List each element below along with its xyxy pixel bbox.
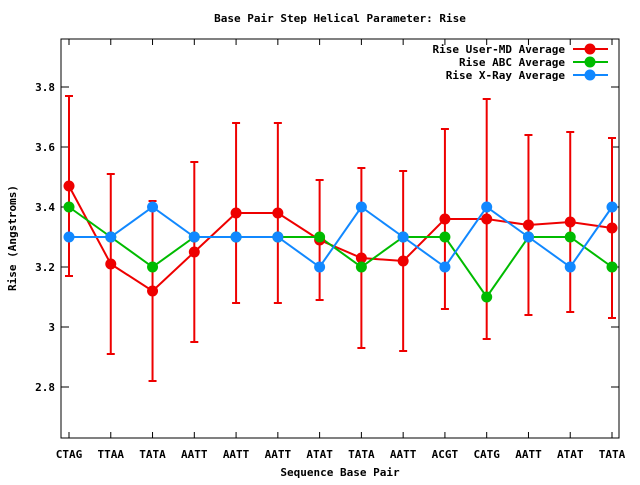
series-line-1	[68, 185, 613, 293]
y-tick-label: 3.4	[35, 201, 55, 214]
data-point-series-3	[272, 231, 284, 243]
plot-frame	[60, 38, 620, 439]
data-point-series-3	[230, 231, 242, 243]
chart-title: Base Pair Step Helical Parameter: Rise	[214, 12, 466, 25]
plot-area: 2.8 3 3.2 3.4 3.6 3.8 CTAG TTAA TATA AATT AATT AATT…	[35, 38, 626, 461]
data-point-series-3	[63, 231, 75, 243]
legend-label-1: Rise User-MD Average	[433, 43, 566, 56]
x-tick-label: CTAG	[56, 448, 83, 461]
legend-marker-3	[584, 69, 596, 81]
data-point-series-2	[63, 201, 75, 213]
data-point-series-2	[481, 291, 493, 303]
data-point-series-3	[188, 231, 200, 243]
x-tick-label: AATT	[390, 448, 417, 461]
y-axis-label: Rise (Angstroms)	[6, 185, 19, 291]
data-point-series-1	[522, 219, 534, 231]
data-point-series-3	[355, 201, 367, 213]
data-point-series-1	[397, 255, 409, 267]
y-tick-label: 2.8	[35, 381, 55, 394]
x-tick-label: TATA	[599, 448, 626, 461]
data-point-series-1	[355, 252, 367, 264]
data-point-series-1	[230, 207, 242, 219]
legend-label-3: Rise X-Ray Average	[446, 69, 566, 82]
x-tick-label: AATT	[515, 448, 542, 461]
x-tick-label: TATA	[348, 448, 375, 461]
data-point-series-1	[272, 207, 284, 219]
x-tick-label: AATT	[265, 448, 292, 461]
data-point-series-3	[481, 201, 493, 213]
legend-marker-2	[584, 56, 596, 68]
x-tick-label: ACGT	[432, 448, 459, 461]
x-tick-label: ATAT	[306, 448, 333, 461]
data-point-series-3	[147, 201, 159, 213]
data-point-series-1	[63, 180, 75, 192]
x-axis-label: Sequence Base Pair	[280, 466, 400, 479]
data-point-series-3	[397, 231, 409, 243]
data-point-series-1	[564, 216, 576, 228]
x-tick-label: ATAT	[557, 448, 584, 461]
x-tick-label: TTAA	[98, 448, 125, 461]
data-point-series-3	[564, 261, 576, 273]
data-point-series-2	[314, 231, 326, 243]
data-point-series-1	[105, 258, 117, 270]
data-point-series-1	[188, 246, 200, 258]
data-point-series-1	[481, 213, 493, 225]
data-point-series-3	[314, 261, 326, 273]
data-point-series-3	[105, 231, 117, 243]
data-point-series-3	[522, 231, 534, 243]
data-point-series-3	[439, 261, 451, 273]
legend-label-2: Rise ABC Average	[459, 56, 565, 69]
x-tick-label: CATG	[473, 448, 500, 461]
data-point-series-1	[439, 213, 451, 225]
x-tick-label: AATT	[181, 448, 208, 461]
x-tick-label: TATA	[139, 448, 166, 461]
y-tick-label: 3.6	[35, 141, 55, 154]
y-tick-label: 3.8	[35, 81, 55, 94]
data-point-series-2	[606, 261, 618, 273]
data-point-series-1	[606, 222, 618, 234]
legend-marker-1	[584, 43, 596, 55]
y-tick-label: 3	[48, 321, 55, 334]
data-point-series-2	[355, 261, 367, 273]
series-line-3	[69, 205, 613, 269]
x-tick-label: AATT	[223, 448, 250, 461]
series-line-2	[68, 206, 613, 299]
data-point-series-3	[606, 201, 618, 213]
data-point-series-2	[439, 231, 451, 243]
y-tick-label: 3.2	[35, 261, 55, 274]
data-point-series-2	[564, 231, 576, 243]
data-point-series-2	[147, 261, 159, 273]
data-point-series-1	[147, 285, 159, 297]
